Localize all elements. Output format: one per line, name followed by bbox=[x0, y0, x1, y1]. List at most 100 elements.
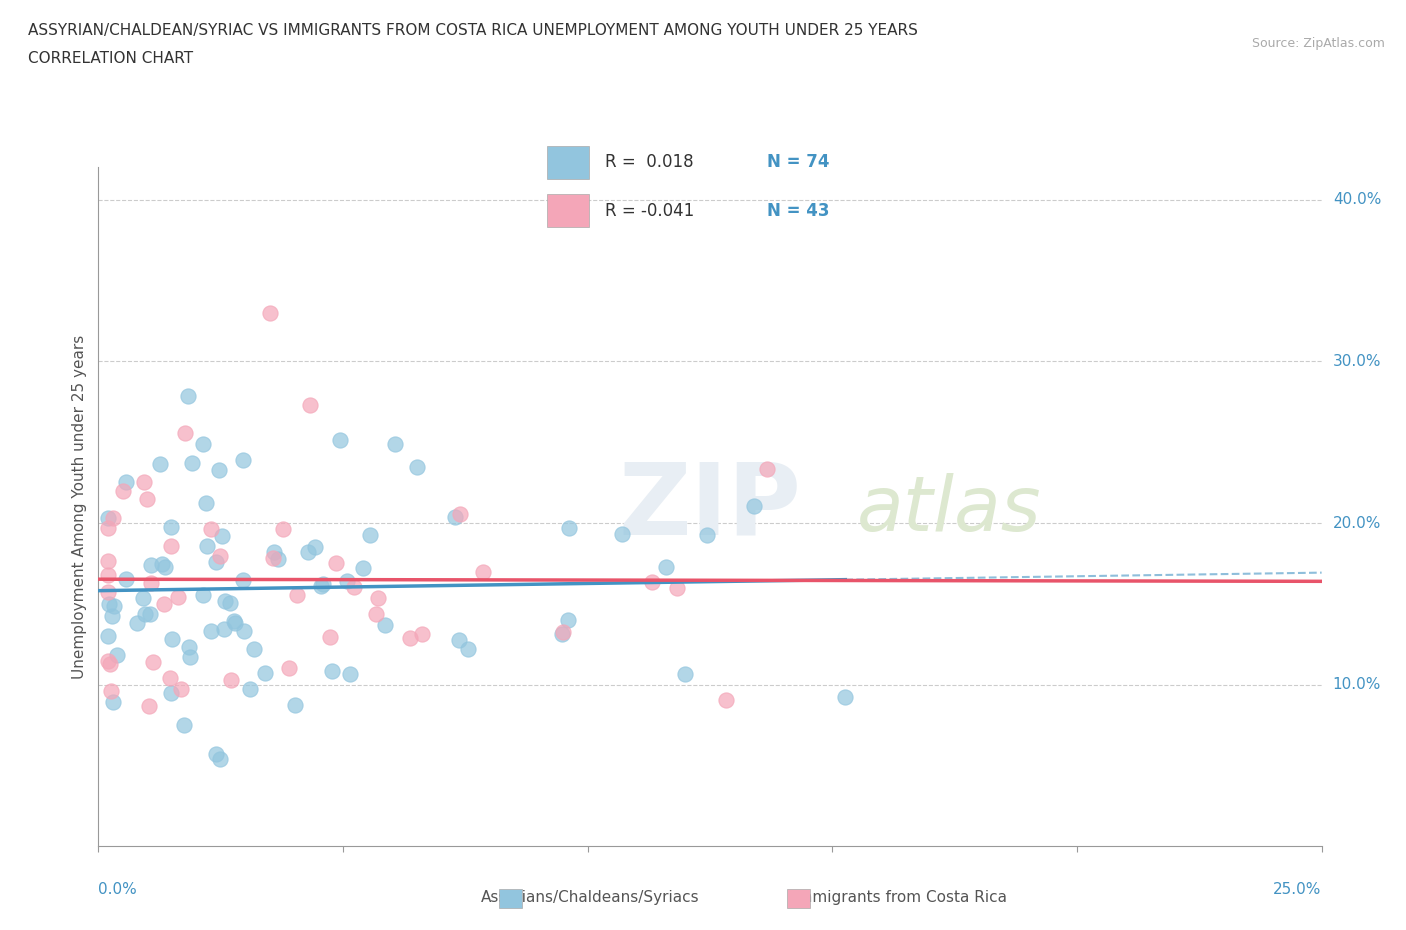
Point bbox=[443, 510, 465, 525]
Text: 20.0%: 20.0% bbox=[1333, 515, 1381, 530]
Point bbox=[352, 561, 374, 576]
Point bbox=[222, 614, 245, 629]
Point bbox=[297, 545, 319, 560]
Text: 10.0%: 10.0% bbox=[1333, 677, 1381, 692]
Point bbox=[211, 529, 233, 544]
Point bbox=[304, 539, 326, 554]
Point bbox=[551, 627, 574, 642]
Point bbox=[557, 612, 579, 627]
Point bbox=[325, 556, 347, 571]
Point bbox=[359, 528, 381, 543]
Point bbox=[834, 689, 856, 704]
Point bbox=[97, 567, 120, 582]
Point bbox=[127, 616, 149, 631]
Point bbox=[134, 606, 156, 621]
Point bbox=[374, 618, 396, 632]
Point bbox=[612, 527, 634, 542]
Point bbox=[214, 594, 236, 609]
FancyBboxPatch shape bbox=[547, 194, 589, 227]
Point bbox=[139, 557, 162, 572]
Point bbox=[284, 698, 307, 712]
Point bbox=[153, 560, 176, 575]
Point bbox=[321, 663, 343, 678]
Point bbox=[181, 456, 204, 471]
Point bbox=[179, 649, 201, 664]
Text: CORRELATION CHART: CORRELATION CHART bbox=[28, 51, 193, 66]
Point bbox=[159, 671, 181, 685]
Point bbox=[115, 571, 138, 586]
Text: N = 43: N = 43 bbox=[768, 202, 830, 219]
Text: N = 74: N = 74 bbox=[768, 153, 830, 171]
Point bbox=[447, 633, 470, 648]
Point bbox=[263, 545, 285, 560]
Point bbox=[259, 305, 281, 320]
Point bbox=[551, 625, 574, 640]
Text: Assyrians/Chaldeans/Syriacs: Assyrians/Chaldeans/Syriacs bbox=[481, 890, 700, 905]
Point bbox=[191, 436, 214, 451]
Point bbox=[103, 599, 125, 614]
Point bbox=[339, 667, 361, 682]
Point bbox=[558, 520, 581, 535]
Point bbox=[105, 647, 128, 662]
Point bbox=[160, 538, 183, 553]
Point bbox=[98, 657, 121, 671]
Point bbox=[153, 597, 176, 612]
Point bbox=[472, 565, 495, 579]
Point bbox=[406, 459, 429, 474]
Point bbox=[666, 580, 689, 595]
Text: Immigrants from Costa Rica: Immigrants from Costa Rica bbox=[793, 890, 1007, 905]
Point bbox=[209, 751, 232, 766]
Point bbox=[159, 685, 181, 700]
Point bbox=[411, 627, 433, 642]
Point bbox=[253, 665, 276, 680]
Point bbox=[309, 578, 332, 593]
FancyBboxPatch shape bbox=[547, 146, 589, 179]
Point bbox=[97, 511, 120, 525]
Point bbox=[336, 574, 359, 589]
Point bbox=[278, 660, 301, 675]
Y-axis label: Unemployment Among Youth under 25 years: Unemployment Among Youth under 25 years bbox=[72, 335, 87, 679]
Point bbox=[205, 554, 228, 569]
Point bbox=[173, 718, 195, 733]
Point bbox=[174, 425, 197, 440]
Point bbox=[399, 631, 422, 645]
Point bbox=[142, 655, 165, 670]
Point bbox=[696, 527, 718, 542]
Text: 0.0%: 0.0% bbox=[98, 882, 138, 897]
Point bbox=[177, 640, 200, 655]
Point bbox=[343, 579, 366, 594]
Point bbox=[101, 511, 124, 525]
Point bbox=[98, 597, 121, 612]
Point bbox=[271, 521, 294, 536]
Point bbox=[111, 484, 134, 498]
Point bbox=[673, 667, 696, 682]
Point bbox=[232, 623, 254, 638]
Point bbox=[97, 584, 120, 599]
Text: 40.0%: 40.0% bbox=[1333, 193, 1381, 207]
Point bbox=[329, 432, 352, 447]
Point bbox=[384, 436, 406, 451]
Point bbox=[299, 397, 322, 412]
Point bbox=[132, 591, 155, 605]
Text: 25.0%: 25.0% bbox=[1274, 882, 1322, 897]
Text: R =  0.018: R = 0.018 bbox=[606, 153, 695, 171]
Point bbox=[194, 495, 217, 510]
Point bbox=[176, 389, 198, 404]
Text: Source: ZipAtlas.com: Source: ZipAtlas.com bbox=[1251, 37, 1385, 50]
Point bbox=[714, 692, 737, 707]
Point bbox=[756, 461, 779, 476]
Point bbox=[219, 595, 242, 610]
Point bbox=[134, 474, 156, 489]
Point bbox=[150, 556, 173, 571]
Point bbox=[200, 623, 222, 638]
Point bbox=[232, 453, 254, 468]
Point bbox=[138, 607, 160, 622]
Point bbox=[267, 551, 290, 566]
Point bbox=[97, 628, 120, 643]
Point bbox=[366, 607, 388, 622]
Point bbox=[159, 520, 181, 535]
Point bbox=[160, 631, 183, 646]
Point bbox=[200, 522, 222, 537]
Point bbox=[138, 699, 160, 714]
Point bbox=[457, 642, 479, 657]
